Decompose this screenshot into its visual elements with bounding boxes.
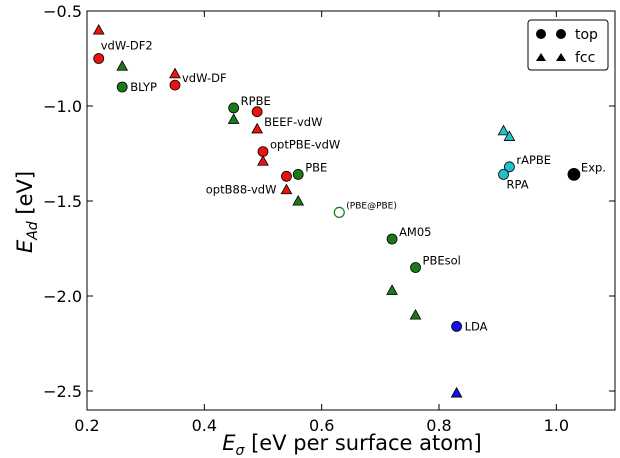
data-point-triangle (497, 124, 510, 136)
legend-marker-triangle (536, 53, 546, 61)
legend-label-top: top (575, 27, 598, 43)
point-label: RPBE (241, 94, 271, 108)
y-axis-subscript: Ad (25, 221, 41, 241)
x-tick-label: 0.4 (192, 416, 217, 435)
point-labels: vdW-DF2 BLYP vdW-DF RPBE BEEF-vdW optPBE-vdW P… (101, 39, 606, 334)
point-label: rAPBE (516, 153, 551, 167)
data-point-circle (498, 168, 509, 180)
legend-entry-fcc: fcc (536, 50, 595, 66)
y-tick-label: −2.5 (43, 382, 82, 401)
point-label: BLYP (130, 80, 157, 94)
y-tick-label: −0.5 (43, 2, 82, 21)
point-label: RPA (507, 177, 529, 191)
point-label: PBEsol (423, 254, 461, 268)
y-tick-label: −2.0 (43, 287, 82, 306)
data-point-triangle (386, 284, 398, 295)
y-tick-labels: −0.5 −1.0 −1.5 −2.0 −2.5 (43, 2, 82, 401)
data-point-circle (567, 167, 581, 181)
point-label: vdW-DF (182, 71, 227, 85)
data-point-circle (333, 206, 345, 218)
point-label: vdW-DF2 (101, 39, 153, 53)
data-point-circle (503, 161, 515, 173)
legend-box (527, 19, 609, 71)
data-point-circle (169, 79, 181, 91)
y-axis-text: [eV] (13, 171, 37, 215)
point-label: optPBE-vdW (270, 138, 340, 152)
legend-marker-circle (556, 29, 566, 39)
data-point-circle (116, 81, 128, 93)
x-axis-symbol: E (222, 431, 236, 455)
x-tick-label: 0.2 (74, 416, 99, 435)
x-tick-labels: 0.2 0.4 0.6 0.8 1.0 (74, 416, 569, 435)
legend: top fcc (527, 19, 609, 71)
data-point-triangle (251, 122, 264, 134)
x-tick-label: 0.8 (426, 416, 451, 435)
point-label: AM05 (399, 225, 431, 239)
data-point-circle (251, 106, 263, 118)
legend-marker-triangle (556, 53, 566, 61)
data-point-triangle (92, 23, 105, 35)
data-point-triangle (169, 67, 181, 79)
legend-marker-circle (536, 29, 546, 39)
point-label: PBE (305, 160, 327, 174)
data-point-circle (292, 168, 304, 180)
y-tick-label: −1.0 (43, 97, 82, 116)
data-point-triangle (450, 386, 463, 398)
data-point-triangle (292, 194, 305, 206)
data-point-triangle (116, 60, 129, 71)
y-tick-label: −1.5 (43, 192, 82, 211)
y-axis-symbol: E (13, 239, 37, 253)
point-label: optB88-vdW (206, 183, 277, 197)
data-point-triangle (257, 155, 269, 166)
x-tick-label: 1.0 (544, 416, 569, 435)
data-points (92, 23, 581, 398)
x-axis-label: Eσ [eV per surface atom] (222, 431, 481, 458)
x-axis-subscript: σ (236, 443, 246, 458)
point-label: (PBE@PBE) (346, 201, 397, 211)
data-point-circle (451, 320, 463, 332)
legend-label-fcc: fcc (575, 50, 595, 66)
data-point-triangle (409, 308, 422, 320)
x-axis-text: [eV per surface atom] (251, 431, 482, 455)
point-label: BEEF-vdW (264, 115, 322, 129)
point-label: LDA (465, 319, 488, 333)
data-point-triangle (280, 183, 293, 195)
data-point-circle (410, 262, 421, 273)
data-point-circle (386, 233, 398, 245)
point-label: Exp. (581, 160, 606, 174)
data-point-circle (281, 170, 292, 182)
data-point-circle (93, 53, 105, 64)
x-tick-label: 0.6 (309, 416, 334, 435)
data-point-triangle (227, 113, 240, 124)
data-point-triangle (503, 130, 516, 141)
plot-frame (86, 10, 616, 411)
y-axis-label: EAd [eV] (13, 171, 41, 253)
legend-entry-top: top (536, 27, 598, 43)
data-point-circle (228, 102, 240, 114)
